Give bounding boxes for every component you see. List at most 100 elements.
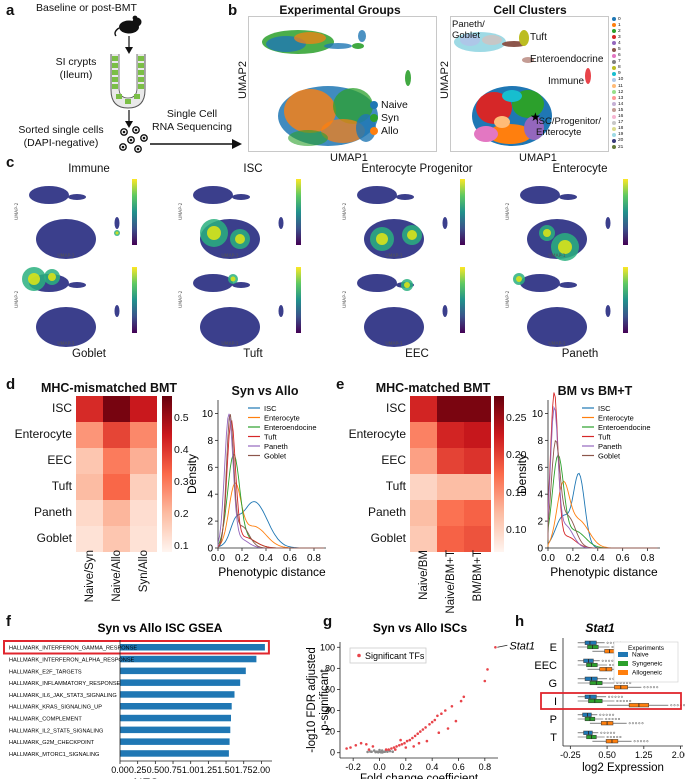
density-d-ylabel: Density bbox=[185, 454, 199, 494]
gsea-category-label: HALLMARK_E2F_TARGETS bbox=[9, 669, 82, 675]
umap-blob-immune bbox=[442, 217, 448, 229]
boxplot-outlier bbox=[636, 740, 639, 743]
volcano-point-sig bbox=[424, 726, 427, 729]
colorbar bbox=[296, 179, 301, 245]
cluster-label-tuft: Tuft bbox=[530, 32, 547, 43]
legend-item-allo: Allo bbox=[370, 124, 408, 137]
cluster-legend-label: 13 bbox=[618, 95, 624, 101]
cluster-legend-label: 11 bbox=[618, 83, 623, 89]
legend-dot-allo bbox=[370, 126, 378, 135]
panel-letter-b: b bbox=[228, 2, 238, 19]
cluster-legend-dot bbox=[612, 132, 616, 137]
heatmap-e-colorbar-tick: 0.25 bbox=[506, 412, 527, 425]
volcano-point-sig bbox=[440, 712, 443, 715]
boxplot-outlier bbox=[611, 659, 614, 662]
boxplot-box bbox=[584, 640, 597, 645]
heatmap-d-cell bbox=[103, 526, 130, 552]
boxplot-outlier bbox=[646, 686, 649, 689]
umap-clusters-title: Cell Clusters bbox=[493, 3, 567, 17]
gsea-bar bbox=[120, 703, 232, 710]
umap-clusters-xlabel: UMAP1 bbox=[519, 152, 557, 164]
boxplot-outlier bbox=[676, 704, 679, 707]
density-d-legend-label: ISC bbox=[264, 404, 277, 413]
volcano-point-sig bbox=[394, 748, 397, 751]
cluster-legend-item: 18 bbox=[612, 126, 642, 132]
cluster-legend-item: 6 bbox=[612, 53, 642, 59]
umap-blob-main bbox=[527, 307, 587, 347]
umap-blob-immune bbox=[278, 305, 284, 317]
expression-peak bbox=[376, 233, 388, 245]
cluster-legend-item: 2 bbox=[612, 28, 642, 34]
heatmap-e-cell bbox=[464, 448, 491, 474]
cluster-legend-item: 8 bbox=[612, 65, 642, 71]
volcano-point-nonsig bbox=[369, 750, 372, 753]
density-d-legend-label: Tuft bbox=[264, 433, 278, 442]
cluster-legend-dot bbox=[612, 59, 616, 64]
boxplot-outlier bbox=[601, 659, 604, 662]
feature-plot-title: Paneth bbox=[561, 348, 599, 360]
heatmap-d-row-label: ISC bbox=[51, 401, 72, 415]
umap-blob-tail bbox=[68, 282, 86, 288]
density-e-legend-label: Paneth bbox=[598, 442, 622, 451]
density-e-x-tick-label: 0.4 bbox=[591, 553, 605, 564]
volcano-point-sig bbox=[345, 747, 348, 750]
volcano-point-sig bbox=[459, 699, 463, 703]
panel-letter-d: d bbox=[6, 376, 16, 393]
axis-label-y: UMAP-2 bbox=[342, 203, 348, 220]
umap-groups-legend: Naive Syn Allo bbox=[370, 98, 408, 137]
feature-umap: UMAP-1 UMAP-2 bbox=[178, 179, 301, 259]
volcano-x-tick-label: 0.4 bbox=[426, 762, 439, 772]
cluster-legend-label: 15 bbox=[618, 107, 624, 113]
density-e-xlabel: Phenotypic distance bbox=[550, 565, 658, 579]
boxplot-xlabel: log2 Expression bbox=[582, 762, 664, 774]
cluster-legend-dot bbox=[612, 120, 616, 125]
workflow-step-crypts: SI crypts (Ileum) bbox=[55, 56, 97, 81]
boxplot-box bbox=[583, 730, 593, 735]
gsea-category-label: HALLMARK_INTERFERON_ALPHA_RESPONSE bbox=[9, 658, 135, 664]
boxplot-outlier bbox=[622, 700, 625, 703]
axis-label-y: UMAP-2 bbox=[178, 291, 184, 308]
umap-groups-title: Experimental Groups bbox=[279, 3, 401, 17]
volcano-point-sig bbox=[450, 705, 454, 708]
boxplot-category-label: EEC bbox=[534, 660, 557, 672]
cluster-legend-item: 9 bbox=[612, 71, 642, 77]
umap-blob-immune bbox=[605, 305, 611, 317]
cluster-legend-item: 20 bbox=[612, 138, 642, 144]
heatmap-e-row-label: Goblet bbox=[370, 531, 406, 545]
boxplot-outlier bbox=[612, 713, 615, 716]
axis-label-x: UMAP-1 bbox=[385, 253, 402, 259]
volcano-point-sig bbox=[387, 748, 391, 751]
cluster-legend-label: 16 bbox=[618, 114, 624, 120]
gsea-x-tick-label: 2.00 bbox=[253, 765, 271, 775]
boxplot-outlier bbox=[616, 700, 619, 703]
volcano-point-sig bbox=[454, 719, 458, 723]
boxplot-outlier bbox=[609, 677, 612, 680]
density-e-x-tick-label: 0.2 bbox=[566, 553, 580, 564]
cluster-legend-label: 14 bbox=[618, 101, 624, 107]
boxplot-outlier bbox=[604, 659, 607, 662]
gsea-category-label: HALLMARK_INTERFERON_GAMMA_RESPONSE bbox=[9, 646, 137, 652]
axis-label-x: UMAP-1 bbox=[57, 341, 74, 347]
density-d-x-tick-label: 0.2 bbox=[235, 553, 249, 564]
boxplot-box bbox=[588, 698, 603, 704]
cluster-legend-dot bbox=[612, 138, 616, 143]
volcano-point-sig bbox=[436, 714, 439, 718]
cluster-legend-item: 1 bbox=[612, 22, 642, 28]
boxplot-outlier bbox=[620, 695, 623, 698]
volcano-point-sig bbox=[437, 731, 441, 734]
volcano-point-sig bbox=[405, 739, 409, 743]
umap-blob-main bbox=[364, 307, 424, 347]
volcano-point-sig bbox=[349, 746, 352, 749]
volcano-point-sig bbox=[404, 746, 408, 749]
feature-umap: UMAP-1 UMAP-2 bbox=[342, 179, 465, 259]
heatmap-d-colorbar bbox=[162, 396, 172, 552]
density-e-x-tick-label: 0.8 bbox=[641, 553, 655, 564]
heatmap-e-cell bbox=[410, 500, 437, 526]
boxplot-box bbox=[582, 712, 592, 717]
cluster-label-eec: Enteroendocrine bbox=[530, 54, 604, 65]
volcano-point-sig bbox=[390, 747, 393, 750]
density-d-legend-label: Enteroendocine bbox=[264, 423, 317, 432]
volcano-legend-box bbox=[349, 647, 427, 664]
feature-umap: UMAP-1 UMAP-2 bbox=[505, 179, 628, 261]
